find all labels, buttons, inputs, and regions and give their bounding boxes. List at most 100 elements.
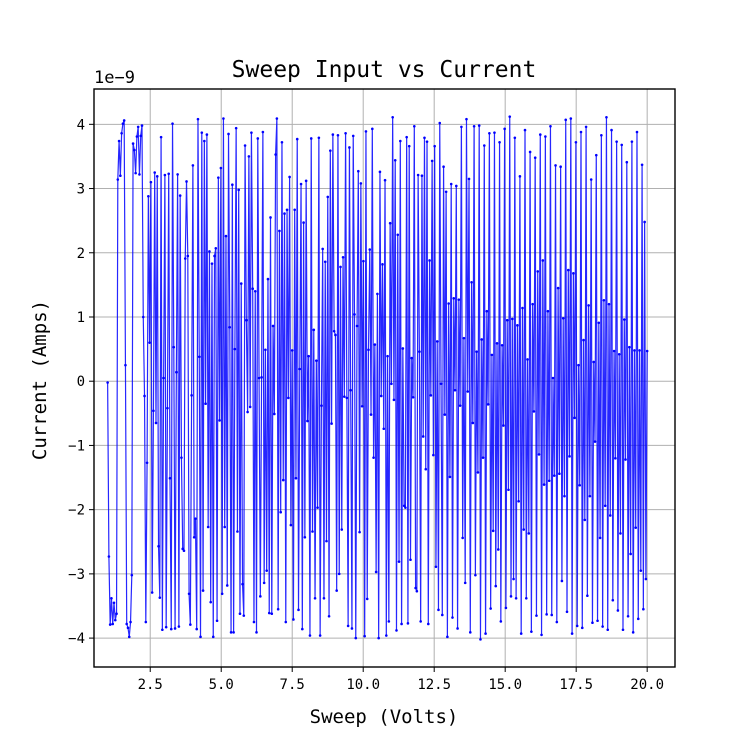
data-point [504, 606, 508, 610]
data-point [284, 620, 288, 624]
data-point [236, 530, 239, 533]
data-point [411, 395, 415, 399]
y-tick-label: 1 [77, 310, 85, 326]
data-point [563, 494, 566, 498]
data-point [369, 413, 373, 416]
data-point [463, 581, 467, 585]
y-tick-label: −4 [68, 631, 85, 647]
data-point [495, 342, 499, 345]
data-point [444, 190, 448, 194]
data-point [155, 175, 159, 178]
data-point [321, 247, 324, 251]
data-point [175, 370, 178, 374]
data-point [597, 321, 601, 325]
data-point [267, 611, 271, 615]
data-point [629, 552, 632, 556]
data-point [186, 254, 190, 258]
data-point [401, 347, 405, 350]
data-point [622, 318, 626, 321]
data-point [126, 626, 130, 630]
data-point [413, 124, 416, 128]
data-point [575, 624, 579, 628]
x-tick-label: 20.0 [630, 677, 664, 693]
data-point [112, 601, 116, 605]
data-point [619, 532, 622, 535]
data-point [397, 560, 401, 563]
data-point [302, 221, 305, 224]
data-point [545, 613, 548, 616]
data-point [206, 525, 210, 529]
data-point [214, 246, 218, 250]
data-point [500, 343, 504, 347]
data-point [438, 121, 442, 125]
data-point [303, 535, 307, 539]
data-point [566, 268, 570, 272]
data-point [360, 404, 364, 408]
data-point [256, 137, 260, 140]
data-point [453, 388, 457, 392]
data-point [122, 119, 126, 122]
data-point [251, 287, 254, 291]
series-line-layer [106, 115, 649, 641]
data-point [475, 350, 478, 353]
data-point [275, 117, 279, 120]
data-point [185, 180, 188, 183]
data-point [485, 309, 489, 313]
data-point [197, 355, 201, 359]
data-point [134, 171, 137, 175]
data-point [107, 555, 111, 558]
data-point [187, 592, 191, 596]
data-point [499, 620, 503, 623]
data-point [601, 625, 604, 628]
data-point [353, 313, 356, 316]
data-point [569, 117, 573, 120]
data-point [498, 141, 501, 144]
data-point [183, 257, 187, 260]
y-tick-label: 3 [77, 182, 85, 198]
data-point [312, 328, 316, 332]
data-point [178, 194, 182, 197]
data-point [247, 155, 251, 158]
data-point [200, 131, 204, 134]
data-point [320, 404, 323, 407]
data-point [176, 173, 179, 176]
y-tick-label: 4 [77, 117, 85, 133]
data-point [513, 136, 517, 140]
data-point [298, 367, 302, 371]
data-point [169, 627, 173, 631]
data-point [213, 254, 216, 258]
data-point [252, 620, 256, 624]
y-axis-label: Current (Amps) [29, 300, 51, 460]
data-point [509, 595, 513, 598]
data-point [220, 592, 224, 596]
data-point [633, 349, 636, 352]
data-point [416, 173, 420, 177]
data-point [602, 298, 606, 302]
data-point [119, 174, 122, 177]
data-point [612, 349, 616, 353]
data-point [552, 474, 556, 477]
data-point [368, 248, 372, 251]
data-point [290, 349, 294, 352]
data-point [148, 341, 151, 344]
data-point [194, 517, 197, 520]
data-point [238, 612, 242, 615]
x-tick-label: 7.5 [280, 677, 305, 693]
data-point [140, 124, 144, 127]
data-point [374, 570, 378, 574]
data-point [546, 309, 550, 313]
data-point [191, 164, 195, 167]
data-point [248, 405, 252, 409]
data-point [210, 262, 214, 265]
data-point [223, 525, 226, 529]
data-point [410, 356, 414, 360]
data-point [386, 354, 389, 358]
data-point [542, 483, 546, 486]
data-point [147, 194, 150, 198]
data-point [351, 134, 355, 138]
data-point [425, 140, 429, 143]
data-point [243, 144, 247, 147]
plot-frame [93, 88, 676, 668]
data-point [531, 302, 534, 306]
data-point [157, 544, 160, 548]
